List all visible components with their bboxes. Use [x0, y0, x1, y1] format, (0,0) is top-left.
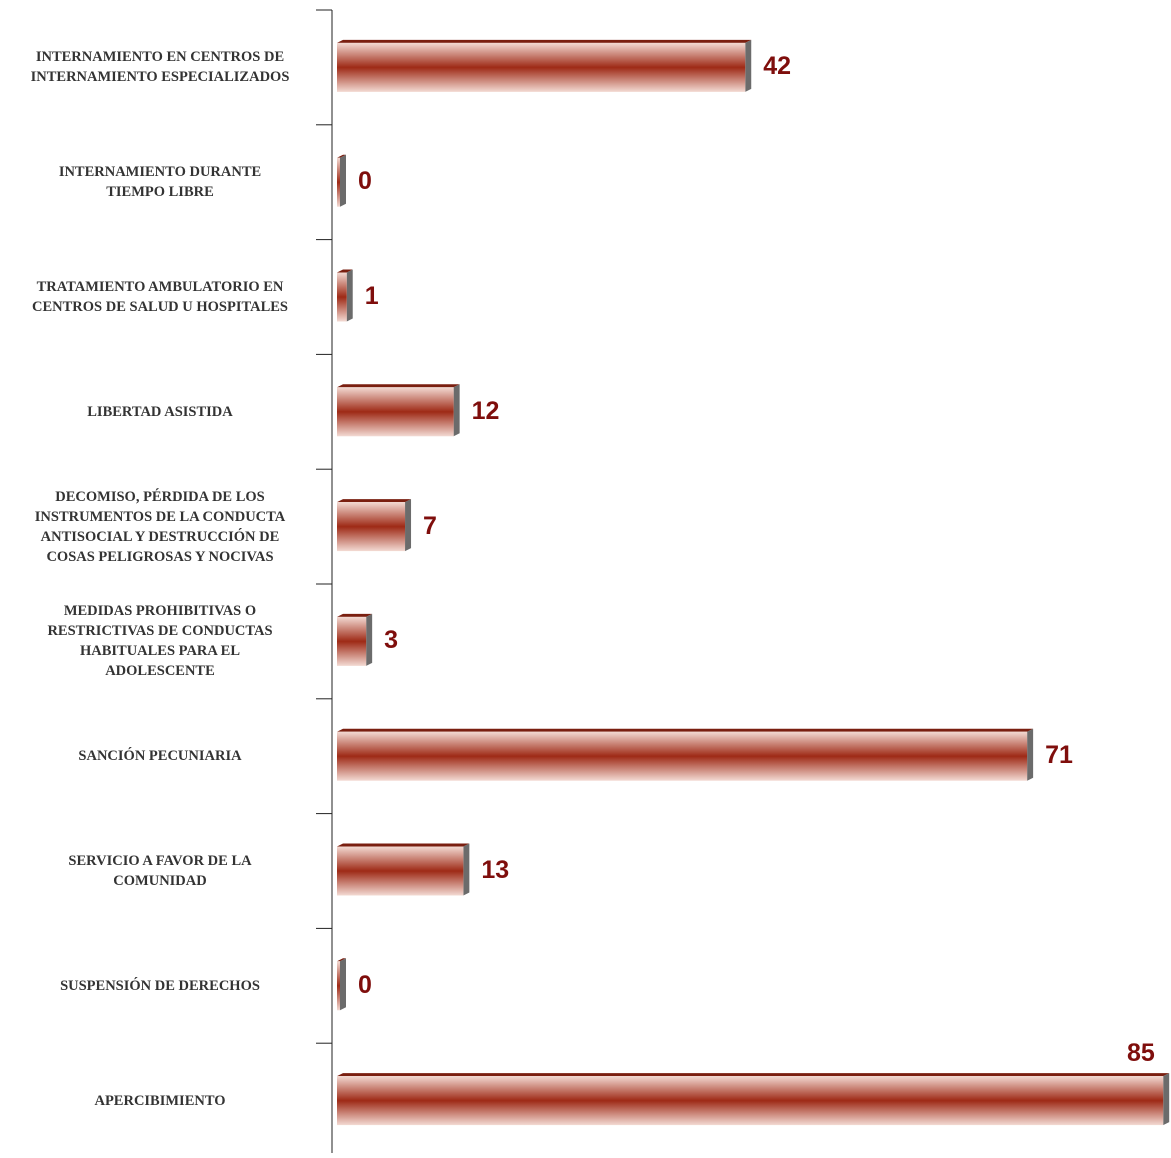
bar [337, 499, 412, 552]
bar-top-face [337, 958, 346, 962]
category-label: TRATAMIENTO AMBULATORIO EN CENTROS DE SA… [32, 278, 288, 315]
bar-front-face [337, 846, 464, 896]
bar-top-face [337, 728, 1034, 732]
bar-top-face [337, 613, 373, 617]
bar [337, 154, 346, 207]
bar-top-face [337, 843, 470, 847]
bar [337, 269, 353, 322]
bars-layer [337, 39, 1170, 1126]
bar-front-face [337, 272, 347, 322]
bar-front-face [337, 731, 1028, 781]
data-label: 85 [1127, 1039, 1155, 1068]
bar-top-face [337, 154, 346, 158]
bar-top-face [337, 269, 353, 273]
bar-top-face [337, 384, 460, 388]
data-label: 13 [481, 856, 510, 884]
data-label: 0 [358, 970, 372, 999]
category-label: SERVICIO A FAVOR DE LA COMUNIDAD [68, 852, 252, 889]
category-label: SANCIÓN PECUNIARIA [78, 748, 242, 765]
category-label: LIBERTAD ASISTIDA [87, 403, 233, 420]
data-label: 42 [763, 52, 792, 81]
bar-side-face [340, 154, 346, 207]
bar-side-face [340, 958, 346, 1011]
bar-front-face [337, 157, 340, 207]
bar-front-face [337, 616, 367, 666]
bar-side-face [366, 613, 373, 666]
bar [337, 39, 752, 92]
data-label: 0 [358, 167, 372, 196]
data-label: 7 [423, 511, 437, 540]
category-label: MEDIDAS PROHIBITIVAS O RESTRICTIVAS DE C… [47, 603, 273, 680]
data-label: 71 [1045, 741, 1073, 770]
category-label: DECOMISO, PÉRDIDA DE LOS INSTRUMENTOS DE… [34, 488, 286, 565]
bar-side-face [453, 384, 460, 437]
bar-side-face [346, 269, 353, 322]
y-axis [316, 9, 333, 1158]
bar [337, 613, 373, 666]
bar-front-face [337, 1076, 1164, 1126]
bar [337, 1073, 1170, 1126]
bar-side-face [405, 499, 412, 552]
data-label: 1 [364, 282, 379, 310]
bar-front-face [337, 42, 746, 92]
bar-front-face [337, 502, 406, 552]
bar [337, 384, 460, 437]
data-label: 12 [471, 396, 500, 425]
category-label: APERCIBIMIENTO [94, 1092, 226, 1109]
data-label: 3 [384, 626, 399, 655]
bar [337, 843, 470, 896]
bar-top-face [337, 1073, 1170, 1077]
bar [337, 958, 346, 1011]
category-label: INTERNAMIENTO EN CENTROS DE INTERNAMIENT… [30, 49, 290, 86]
bar-side-face [745, 39, 752, 92]
bar [337, 728, 1034, 781]
category-label: SUSPENSIÓN DE DERECHOS [60, 977, 260, 994]
bar-side-face [1027, 728, 1034, 781]
bar-front-face [337, 387, 454, 437]
bar-side-face [1163, 1073, 1170, 1126]
bar-front-face [337, 961, 340, 1011]
category-label: INTERNAMIENTO DURANTE TIEMPO LIBRE [58, 164, 262, 201]
bar-top-face [337, 499, 412, 503]
bar-side-face [463, 843, 470, 896]
bar-top-face [337, 39, 752, 43]
